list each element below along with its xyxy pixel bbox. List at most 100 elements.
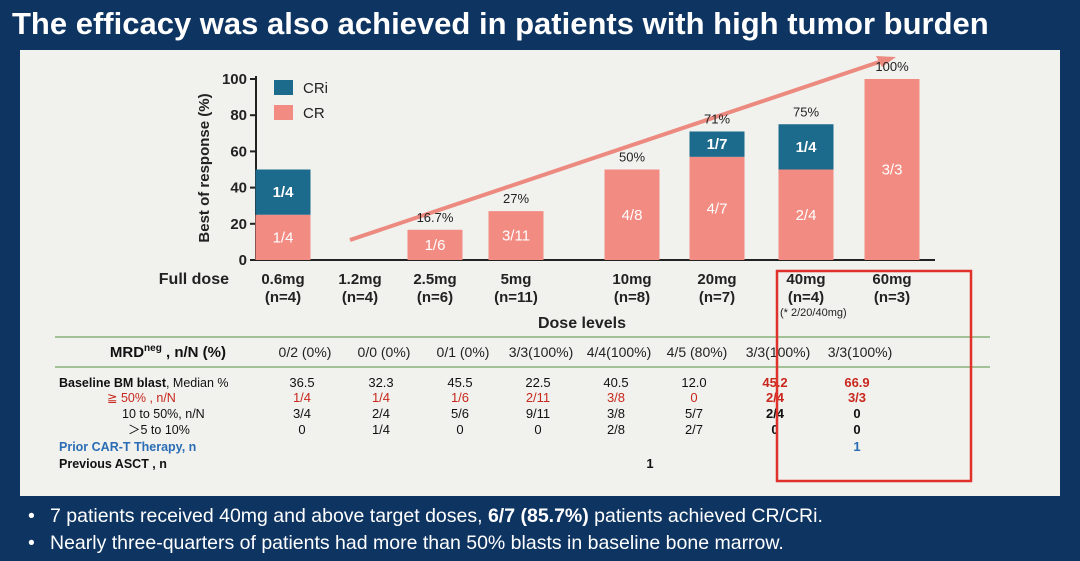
y-tick-label: 40 — [230, 180, 247, 197]
table-cell: 0 — [456, 422, 463, 437]
table-cell: 0 — [853, 406, 860, 421]
bar-total-label: 27% — [503, 191, 529, 206]
table-row-label: ≧ 50% , n/N — [107, 391, 176, 405]
table-cell: 0 — [771, 422, 778, 437]
mrd-value: 4/4(100%) — [587, 344, 652, 360]
mrd-value: 0/1 (0%) — [437, 344, 490, 360]
x-category-label: 5mg — [501, 271, 532, 288]
y-tick-label: 80 — [230, 107, 247, 124]
x-category-label: 60mg — [872, 271, 911, 288]
x-n-label: (n=11) — [494, 289, 538, 306]
bullet-1-pre: 7 patients received 40mg and above targe… — [50, 505, 488, 527]
x-n-label: (n=7) — [699, 289, 735, 306]
table-cell: 2/4 — [766, 406, 785, 421]
table-row-label: Prior CAR-T Therapy, n — [59, 440, 196, 454]
legend-swatch-cri — [274, 80, 293, 95]
table-cell: 3/8 — [607, 390, 625, 405]
table-cell: 5/7 — [685, 406, 703, 421]
full-dose-label: Full dose — [159, 271, 229, 288]
highlight-box — [775, 269, 973, 483]
bullet-2-text: Nearly three-quarters of patients had mo… — [50, 532, 784, 554]
bar-total-label: 75% — [793, 104, 819, 119]
y-tick-label: 0 — [239, 252, 247, 269]
bullet-2: • Nearly three-quarters of patients had m… — [28, 532, 784, 554]
mrd-value: 3/3(100%) — [828, 344, 893, 360]
table-cell: 2/4 — [766, 390, 785, 405]
table-cell: 3/8 — [607, 406, 625, 421]
x-n-label: (n=4) — [265, 289, 301, 306]
bar-cr — [778, 169, 834, 260]
table-cell: 32.3 — [368, 375, 393, 390]
x-n-label: (n=6) — [417, 289, 453, 306]
table-cell: 40.5 — [603, 375, 628, 390]
table-cell: 12.0 — [681, 375, 706, 390]
table-cell: 0 — [534, 422, 541, 437]
x-n-label: (n=4) — [788, 289, 824, 306]
bar-total-label: 50% — [619, 150, 645, 165]
y-tick-label: 60 — [230, 143, 247, 160]
legend-label-cr: CR — [303, 105, 325, 122]
table-cell: 2/8 — [607, 422, 625, 437]
bar-cri — [689, 131, 745, 157]
table-row-label: Baseline BM blast, Median % — [59, 376, 229, 390]
y-tick-label: 20 — [230, 216, 247, 233]
x-n-label: (n=8) — [614, 289, 650, 306]
table-cell: 45.2 — [762, 375, 787, 390]
table-cell: 5/6 — [451, 406, 469, 421]
x-category-label: 20mg — [697, 271, 736, 288]
bullet-1-highlight: 6/7 (85.7%) — [487, 505, 589, 527]
x-category-label: 1.2mg — [338, 271, 381, 288]
x-n-label: (n=4) — [342, 289, 378, 306]
table-cell: 1/4 — [372, 422, 390, 437]
x-category-label: 2.5mg — [413, 271, 456, 288]
x-category-label: 40mg — [786, 271, 825, 288]
x-n-label: (n=3) — [874, 289, 910, 306]
table-cell: 9/11 — [526, 406, 550, 421]
legend-swatch-cr — [274, 105, 293, 120]
table-cell: 1/6 — [451, 390, 469, 405]
bar-cri-label: 1/4 — [273, 184, 295, 201]
chart-panel: 0 20 40 60 80 100 Best of response (%) CRi CR 1/4… — [20, 50, 1060, 496]
dose-footnote: (* 2/20/40mg) — [780, 307, 847, 319]
bar-cr — [407, 229, 463, 260]
bar-total-label: 16.7% — [417, 210, 454, 225]
bar-cri-label: 1/7 — [707, 136, 728, 153]
bar-cr — [255, 214, 311, 260]
mrd-value: 0/0 (0%) — [358, 344, 411, 360]
table-cell: 1 — [646, 456, 653, 471]
mrd-row-label: MRDneg , n/N (%) — [110, 343, 226, 361]
table-cell: 3/3 — [848, 390, 866, 405]
table-cell: 0 — [298, 422, 305, 437]
bar-cr-label: 4/8 — [622, 207, 643, 224]
y-tick-label: 100 — [222, 71, 247, 88]
table-cell: 66.9 — [844, 375, 869, 390]
bullet-1: • 7 patients received 40mg and above targ… — [28, 505, 823, 527]
table-cell: 2/11 — [526, 390, 550, 405]
bullet-1-post: patients achieved CR/CRi. — [588, 505, 823, 527]
table-cell: 45.5 — [447, 375, 472, 390]
table-cell: 1 — [853, 439, 860, 454]
x-axis-label: Dose levels — [538, 315, 626, 332]
table-cell: 1/4 — [293, 390, 311, 405]
mrd-value: 0/2 (0%) — [279, 344, 332, 360]
table-cell: 36.5 — [289, 375, 314, 390]
table-cell: 0 — [853, 422, 860, 437]
table-cell: 22.5 — [525, 375, 550, 390]
bar-cr-label: 3/3 — [882, 162, 903, 179]
bar-cr-label: 1/4 — [273, 229, 294, 246]
bar-cri — [778, 124, 834, 170]
x-category-label: 10mg — [612, 271, 651, 288]
trend-arrow-head — [876, 56, 896, 67]
legend-label-cri: CRi — [303, 80, 328, 97]
bar-total-label: 71% — [704, 111, 730, 126]
table-cell: 2/4 — [372, 406, 390, 421]
trend-arrow-line — [349, 59, 883, 242]
table-cell: 3/4 — [293, 406, 311, 421]
bar-cr-label: 3/11 — [502, 228, 530, 245]
slide-title: The efficacy was also achieved in patien… — [12, 6, 989, 41]
y-axis-label: Best of response (%) — [196, 93, 213, 242]
bullet-list: • 7 patients received 40mg and above targ… — [28, 503, 823, 557]
bar-cr — [604, 169, 660, 260]
table-cell: 1/4 — [372, 390, 390, 405]
table-row-label: Previous ASCT , n — [59, 457, 167, 471]
